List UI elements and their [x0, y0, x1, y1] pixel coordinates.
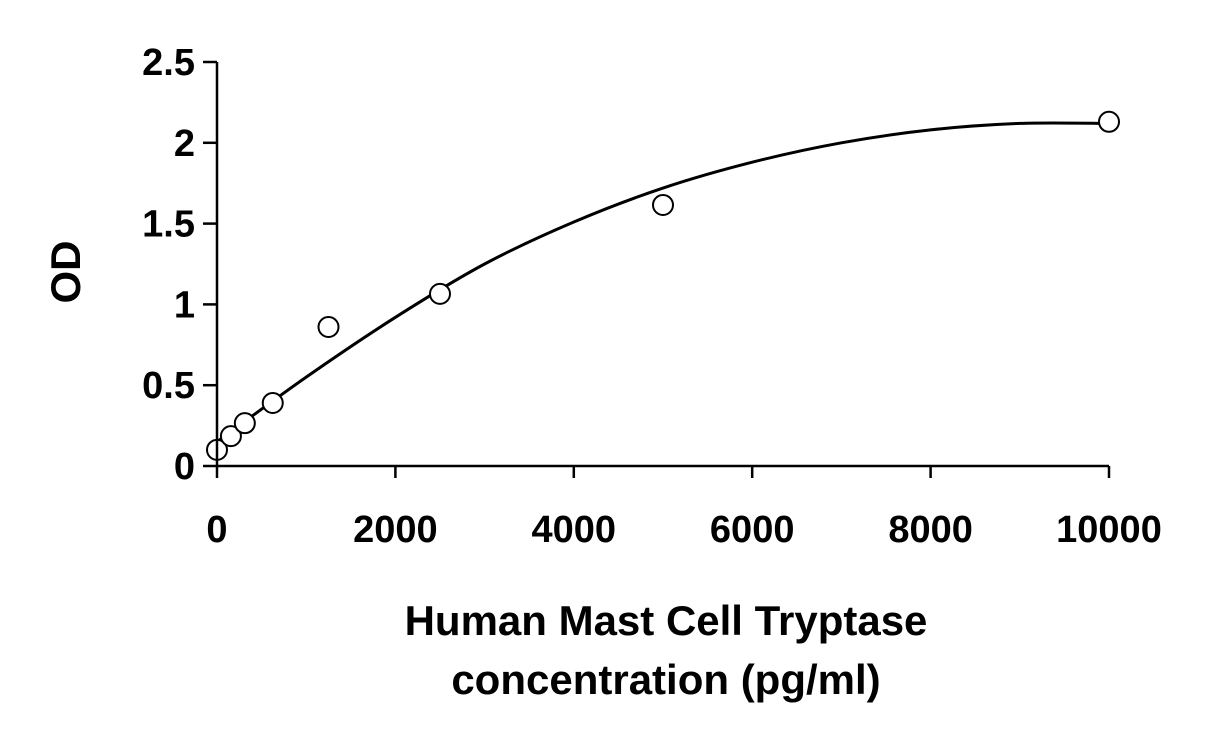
x-tick-label: 2000 — [353, 509, 438, 551]
x-axis: 0 2000 4000 6000 8000 10000 — [206, 464, 1162, 551]
data-point — [1098, 110, 1120, 133]
data-point — [261, 391, 284, 414]
x-tick-label: 10000 — [1056, 509, 1162, 551]
data-point — [652, 194, 674, 217]
x-axis-title-line-1: Human Mast Cell Tryptase — [405, 597, 928, 644]
data-point — [429, 282, 451, 305]
data-point — [219, 425, 242, 448]
y-axis-title: OD — [42, 241, 89, 304]
x-axis-title-line-2: concentration (pg/ml) — [451, 656, 880, 703]
y-axis: 0 0.5 1 1.5 2 2.5 — [142, 42, 219, 488]
x-tick-label: 8000 — [888, 509, 973, 551]
x-tick-label: 6000 — [710, 509, 795, 551]
fit-curve — [216, 121, 1110, 443]
plot-area — [206, 110, 1120, 461]
data-points — [206, 110, 1120, 461]
y-tick-label: 0 — [174, 446, 195, 488]
y-tick-label: 2 — [174, 123, 195, 165]
x-tick-label: 0 — [206, 509, 227, 551]
y-tick-label: 1 — [174, 284, 195, 326]
data-point — [233, 412, 256, 435]
data-point — [317, 316, 340, 339]
y-tick-label: 2.5 — [142, 42, 195, 84]
y-tick-label: 1.5 — [142, 204, 195, 246]
y-tick-label: 0.5 — [142, 365, 195, 407]
x-tick-label: 4000 — [532, 509, 617, 551]
